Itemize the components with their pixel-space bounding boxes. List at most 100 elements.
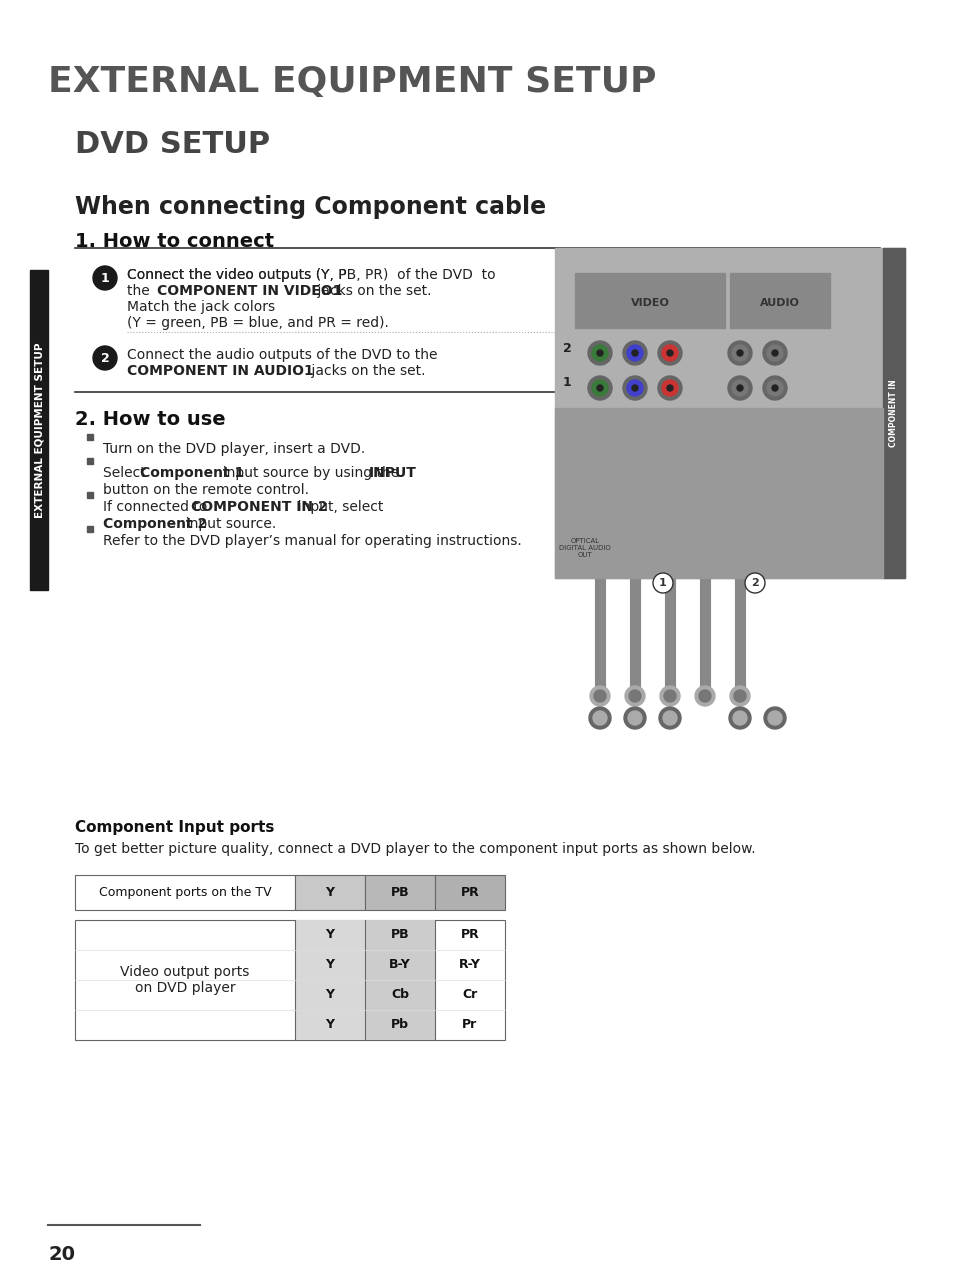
Circle shape <box>728 707 750 729</box>
Circle shape <box>658 341 681 365</box>
Circle shape <box>593 711 606 725</box>
Circle shape <box>623 707 645 729</box>
Text: PB: PB <box>391 887 409 899</box>
Text: COMPONENT IN VIDEO1: COMPONENT IN VIDEO1 <box>157 284 342 298</box>
Circle shape <box>771 385 778 391</box>
Bar <box>555 408 882 577</box>
Text: Connect the video outputs (Y, PB, PR)  of the DVD  to: Connect the video outputs (Y, PB, PR) of… <box>127 268 496 282</box>
Text: Pb: Pb <box>391 1019 409 1032</box>
Text: 2. How to use: 2. How to use <box>75 410 226 429</box>
Circle shape <box>737 350 742 356</box>
Circle shape <box>628 689 640 702</box>
Text: Y: Y <box>325 1019 335 1032</box>
Circle shape <box>731 380 747 396</box>
Circle shape <box>662 711 677 725</box>
Circle shape <box>699 689 710 702</box>
Text: Component ports on the TV: Component ports on the TV <box>98 887 271 899</box>
Text: AUDIO: AUDIO <box>760 298 800 308</box>
Text: If connected to: If connected to <box>103 500 212 514</box>
Text: VIDEO: VIDEO <box>630 298 669 308</box>
Bar <box>555 248 904 577</box>
Text: 1: 1 <box>100 271 110 285</box>
Text: 1: 1 <box>659 577 666 588</box>
Text: input, select: input, select <box>289 500 383 514</box>
Text: OPTICAL
DIGITAL AUDIO
OUT: OPTICAL DIGITAL AUDIO OUT <box>558 538 610 558</box>
Text: jacks on the set.: jacks on the set. <box>313 284 431 298</box>
Circle shape <box>592 345 607 361</box>
Text: Component 2: Component 2 <box>103 516 207 530</box>
Circle shape <box>622 377 646 399</box>
Circle shape <box>659 686 679 706</box>
Circle shape <box>661 345 678 361</box>
Text: Y: Y <box>325 988 335 1001</box>
Text: PR: PR <box>460 887 478 899</box>
Text: input source.: input source. <box>177 516 276 530</box>
Text: (Y = green, PB = blue, and PR = red).: (Y = green, PB = blue, and PR = red). <box>127 315 389 329</box>
Text: Refer to the DVD player’s manual for operating instructions.: Refer to the DVD player’s manual for ope… <box>103 534 521 548</box>
Bar <box>294 920 365 1040</box>
Circle shape <box>767 711 781 725</box>
Circle shape <box>587 341 612 365</box>
Circle shape <box>737 385 742 391</box>
Circle shape <box>744 572 764 593</box>
Text: Video output ports
on DVD player: Video output ports on DVD player <box>120 965 250 995</box>
Circle shape <box>592 380 607 396</box>
Circle shape <box>766 380 782 396</box>
Bar <box>75 875 294 909</box>
Text: the: the <box>127 284 154 298</box>
Text: Component Input ports: Component Input ports <box>75 820 274 834</box>
Circle shape <box>627 711 641 725</box>
Text: button on the remote control.: button on the remote control. <box>103 483 309 497</box>
Circle shape <box>92 346 117 370</box>
Circle shape <box>659 707 680 729</box>
Bar <box>365 920 435 1040</box>
Text: To get better picture quality, connect a DVD player to the component input ports: To get better picture quality, connect a… <box>75 842 755 856</box>
Circle shape <box>663 689 676 702</box>
Text: Select: Select <box>103 466 150 480</box>
Text: 2: 2 <box>750 577 758 588</box>
Text: 20: 20 <box>48 1245 75 1264</box>
Text: EXTERNAL EQUIPMENT SETUP: EXTERNAL EQUIPMENT SETUP <box>34 342 44 518</box>
Text: Match the jack colors: Match the jack colors <box>127 300 274 314</box>
Circle shape <box>589 686 609 706</box>
Circle shape <box>92 266 117 290</box>
Bar <box>435 875 504 909</box>
Circle shape <box>762 341 786 365</box>
Circle shape <box>771 350 778 356</box>
Circle shape <box>666 385 672 391</box>
Circle shape <box>652 572 672 593</box>
Text: Cr: Cr <box>462 988 477 1001</box>
Circle shape <box>588 707 610 729</box>
Text: 1: 1 <box>562 377 571 389</box>
Text: Cb: Cb <box>391 988 409 1001</box>
Text: Y: Y <box>325 929 335 941</box>
Bar <box>365 875 435 909</box>
Text: PB: PB <box>391 929 409 941</box>
Text: jacks on the set.: jacks on the set. <box>307 364 425 378</box>
Circle shape <box>624 686 644 706</box>
Text: COMPONENT IN AUDIO1: COMPONENT IN AUDIO1 <box>127 364 314 378</box>
Circle shape <box>631 385 638 391</box>
Circle shape <box>594 689 605 702</box>
Text: input source by using the: input source by using the <box>213 466 403 480</box>
Text: PR: PR <box>460 929 478 941</box>
Text: Connect the video outputs (Y, P: Connect the video outputs (Y, P <box>127 268 346 282</box>
Circle shape <box>666 350 672 356</box>
Text: Y: Y <box>325 959 335 972</box>
Text: 2: 2 <box>100 351 110 365</box>
Circle shape <box>763 707 785 729</box>
Circle shape <box>733 689 745 702</box>
Text: Turn on the DVD player, insert a DVD.: Turn on the DVD player, insert a DVD. <box>103 441 365 455</box>
Text: R-Y: R-Y <box>458 959 480 972</box>
Text: Component 1: Component 1 <box>140 466 244 480</box>
Text: When connecting Component cable: When connecting Component cable <box>75 195 545 219</box>
Circle shape <box>766 345 782 361</box>
Circle shape <box>727 341 751 365</box>
Text: INPUT: INPUT <box>369 466 416 480</box>
Circle shape <box>587 377 612 399</box>
Circle shape <box>626 345 642 361</box>
Text: 1. How to connect: 1. How to connect <box>75 232 274 251</box>
Circle shape <box>622 341 646 365</box>
Bar <box>75 920 504 1040</box>
Circle shape <box>658 377 681 399</box>
